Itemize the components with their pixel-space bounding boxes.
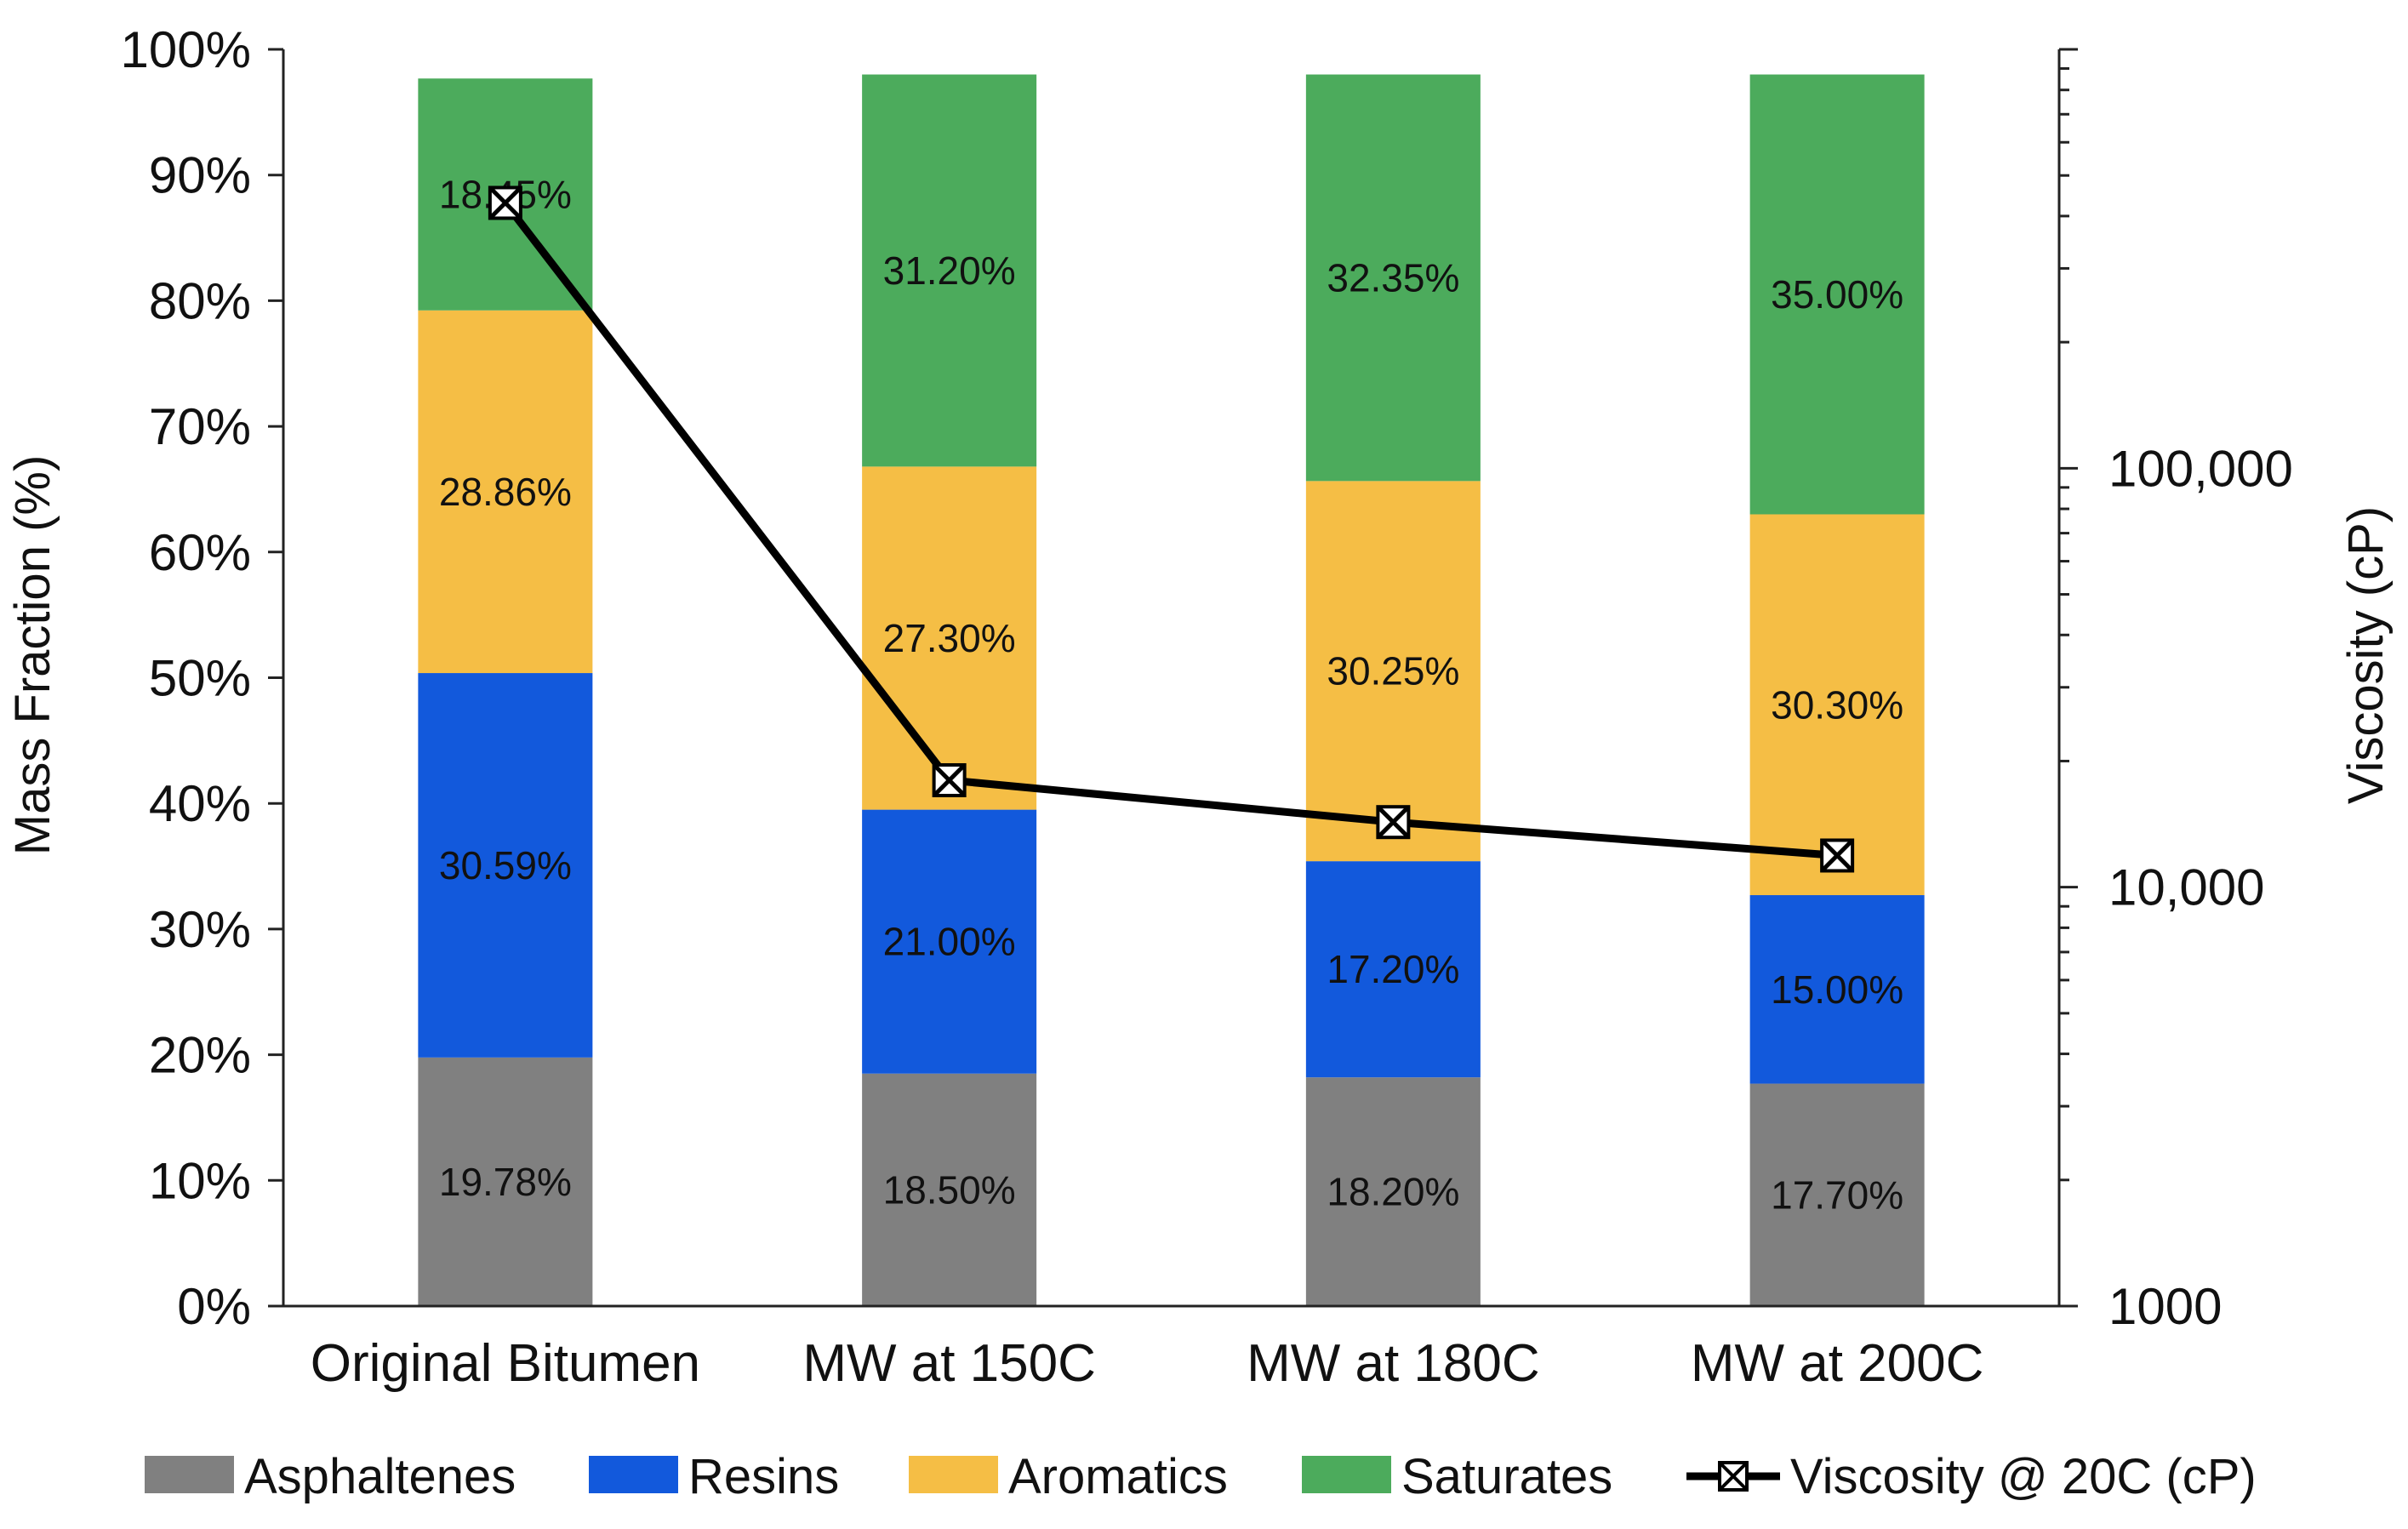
legend-item-viscosity: Viscosity @ 20C (cP) — [1686, 1449, 2257, 1504]
y-tick-label: 40% — [149, 775, 251, 832]
legend-item-aromatics: Aromatics — [909, 1449, 1228, 1504]
legend-label: Asphaltenes — [244, 1449, 516, 1504]
viscosity-marker-1 — [932, 762, 967, 797]
viscosity-line — [502, 200, 1838, 859]
bar-resins-2 — [1305, 861, 1481, 1078]
bar-asphaltenes-3 — [1749, 1083, 1925, 1306]
y2-tick-label: 1000 — [2108, 1278, 2222, 1335]
data-label-saturates-2: 32.35% — [1327, 255, 1459, 300]
legend: Asphaltenes Resins Aromatics Saturates Visco… — [145, 1449, 2257, 1504]
y2-tick-label: 100,000 — [2108, 440, 2293, 497]
y-tick-label: 100% — [121, 21, 251, 78]
data-label-asphaltenes-2: 18.20% — [1327, 1170, 1459, 1214]
legend-swatch — [909, 1456, 998, 1493]
viscosity-line-group — [488, 185, 1855, 873]
x-category-label: MW at 150C — [802, 1334, 1096, 1393]
legend-swatch — [1302, 1456, 1391, 1493]
data-label-aromatics-3: 30.30% — [1771, 682, 1903, 727]
data-label-resins-1: 21.00% — [883, 920, 1016, 964]
viscosity-marker-3 — [1820, 838, 1855, 873]
y2-tick-label: 10,000 — [2108, 859, 2265, 916]
y-tick-label: 50% — [149, 650, 251, 707]
y-tick-label: 60% — [149, 524, 251, 581]
secondary-y-axis-title: Viscosity (cP) — [2338, 506, 2394, 804]
legend-item-saturates: Saturates — [1302, 1449, 1612, 1504]
legend-marker-cross — [1718, 1461, 1749, 1492]
bar-resins-0 — [418, 673, 593, 1058]
bar-aromatics-2 — [1305, 481, 1481, 862]
bar-stack-group — [418, 74, 1925, 1306]
bar-saturates-1 — [862, 74, 1037, 467]
bar-asphaltenes-0 — [418, 1057, 593, 1306]
bar-resins-1 — [862, 809, 1037, 1074]
data-label-aromatics-0: 28.86% — [439, 470, 572, 514]
data-label-aromatics-1: 27.30% — [883, 616, 1016, 660]
data-label-resins-2: 17.20% — [1327, 947, 1459, 991]
data-label-resins-0: 30.59% — [439, 843, 572, 887]
data-label-asphaltenes-1: 18.50% — [883, 1167, 1016, 1212]
y-tick-label: 20% — [149, 1027, 251, 1084]
y-tick-label: 80% — [149, 272, 251, 329]
data-label-saturates-3: 35.00% — [1771, 272, 1903, 317]
viscosity-marker-cross — [488, 185, 522, 220]
data-label-group: 19.78%30.59%28.86%18.45%18.50%21.00%27.3… — [439, 173, 1903, 1218]
y-tick-label: 70% — [149, 398, 251, 455]
bar-saturates-2 — [1305, 74, 1481, 482]
legend-item-asphaltenes: Asphaltenes — [145, 1449, 516, 1504]
x-category-label: MW at 200C — [1691, 1334, 1984, 1393]
primary-y-axis: 0% 10% 20% 30% 40% 50% 60% 70% 80% 90% 100% — [121, 21, 283, 1335]
bar-asphaltenes-2 — [1305, 1077, 1481, 1306]
legend-swatch — [145, 1456, 234, 1493]
y-tick-label: 10% — [149, 1152, 251, 1209]
viscosity-marker-cross — [1376, 805, 1411, 839]
x-category-label: Original Bitumen — [311, 1334, 700, 1393]
data-label-asphaltenes-3: 17.70% — [1771, 1172, 1903, 1217]
data-label-resins-3: 15.00% — [1771, 967, 1903, 1012]
x-axis-category-labels: Original Bitumen MW at 150C MW at 180C MW a… — [311, 1334, 1984, 1393]
y-tick-label: 0% — [177, 1278, 251, 1335]
secondary-y-axis: 1000 10,000 100,000 — [2059, 48, 2293, 1335]
viscosity-marker-0 — [488, 185, 522, 220]
bar-saturates-3 — [1749, 74, 1925, 515]
legend-label: Aromatics — [1008, 1449, 1228, 1504]
y-tick-label: 30% — [149, 901, 251, 958]
bar-aromatics-3 — [1749, 514, 1925, 896]
bar-resins-3 — [1749, 895, 1925, 1084]
viscosity-marker-2 — [1376, 805, 1411, 840]
bar-aromatics-1 — [862, 466, 1037, 810]
y-tick-label: 90% — [149, 147, 251, 204]
legend-item-resins: Resins — [589, 1449, 839, 1504]
data-label-asphaltenes-0: 19.78% — [439, 1160, 572, 1204]
viscosity-marker-cross — [932, 763, 967, 797]
data-label-saturates-1: 31.20% — [883, 248, 1016, 293]
bar-asphaltenes-1 — [862, 1073, 1037, 1306]
data-label-aromatics-2: 30.25% — [1327, 649, 1459, 693]
legend-label: Resins — [688, 1449, 839, 1504]
bar-aromatics-0 — [418, 310, 593, 674]
y-axis-title: Mass Fraction (%) — [5, 455, 60, 856]
legend-label: Saturates — [1401, 1449, 1612, 1504]
legend-swatch — [589, 1456, 678, 1493]
viscosity-marker-cross — [1820, 838, 1854, 873]
x-category-label: MW at 180C — [1247, 1334, 1540, 1393]
legend-label: Viscosity @ 20C (cP) — [1790, 1449, 2257, 1504]
